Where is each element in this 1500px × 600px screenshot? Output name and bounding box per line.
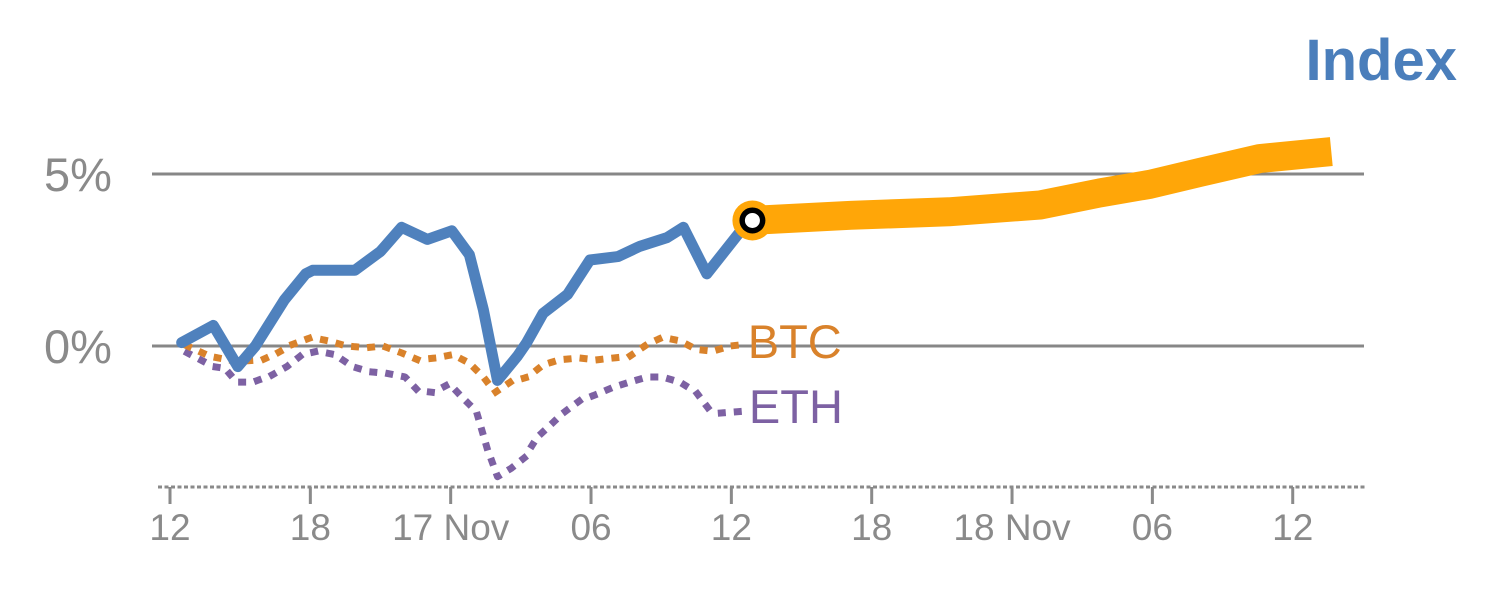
series-index-forecast-line: [751, 137, 1333, 235]
x-axis-label: 12: [1272, 507, 1313, 548]
x-axis-label: 12: [149, 507, 190, 548]
x-axis-label: 06: [570, 507, 611, 548]
y-axis-label: 5%: [44, 148, 112, 201]
y-axis-label: 0%: [44, 320, 112, 373]
x-axis-label: 18: [851, 507, 892, 548]
current-point-marker-center: [744, 212, 760, 228]
x-axis-label: 18: [290, 507, 331, 548]
series-btc-line: [182, 333, 750, 396]
x-axis-label: 06: [1132, 507, 1173, 548]
series-label-btc: BTC: [748, 315, 842, 368]
x-axis-label: 18 Nov: [953, 507, 1071, 548]
x-axis-label: 17 Nov: [392, 507, 510, 548]
x-axis-label: 12: [711, 507, 752, 548]
chart-title: Index: [1305, 28, 1458, 93]
series-index-line: [176, 214, 758, 386]
series-label-eth: ETH: [749, 380, 843, 433]
series-eth-line: [182, 347, 746, 481]
